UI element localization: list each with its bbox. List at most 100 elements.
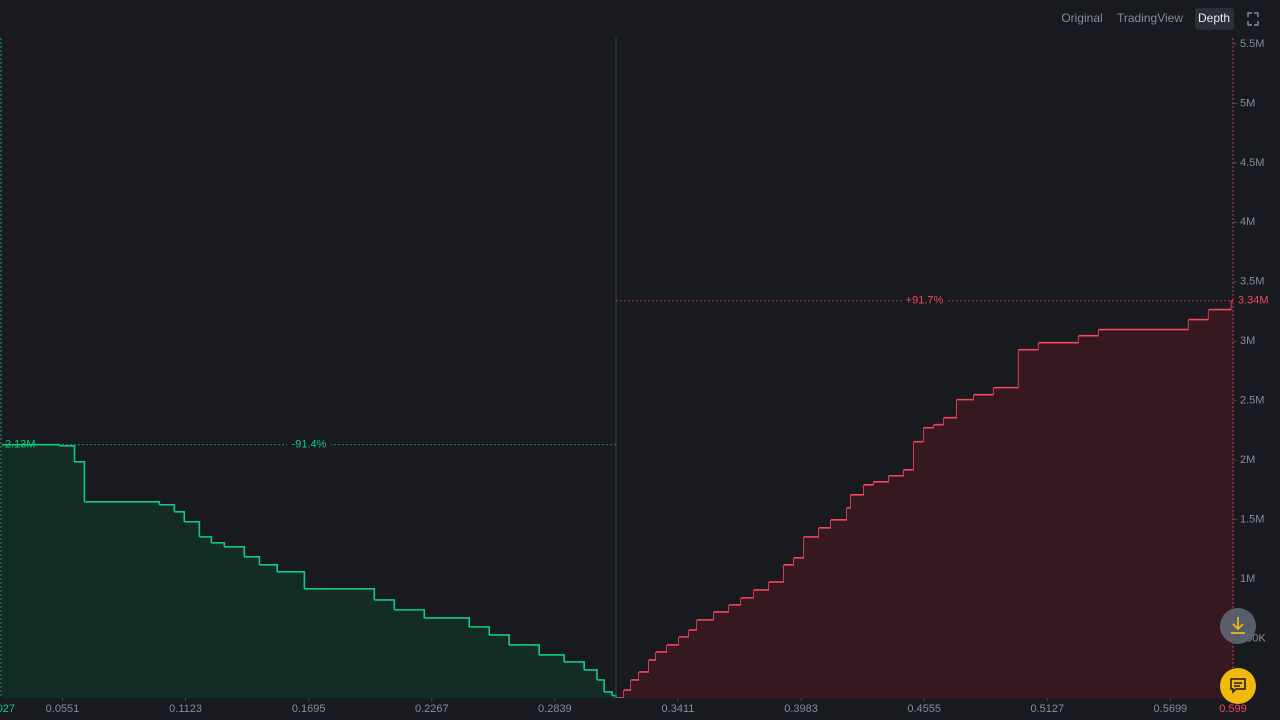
depth-step [846, 494, 852, 509]
peak-label-bg [1234, 293, 1274, 308]
x-tick-label: 0.1123 [169, 703, 202, 715]
depth-area [666, 644, 680, 698]
depth-area [2, 444, 60, 698]
depth-step [174, 510, 186, 522]
depth-step [728, 597, 742, 606]
x-axis-bg [0, 698, 1280, 720]
depth-area [923, 427, 935, 698]
depth-area [793, 557, 805, 698]
active-tab[interactable]: Depth [1198, 11, 1230, 25]
depth-step [304, 588, 376, 600]
depth-area [304, 588, 375, 698]
y-tick-label: 3M [1240, 335, 1255, 347]
depth-step [199, 536, 213, 543]
depth-step [769, 564, 785, 583]
depth-area [244, 556, 260, 698]
depth-step [224, 546, 246, 557]
fullscreen-icon[interactable] [1247, 12, 1259, 26]
depth-area [59, 445, 76, 698]
depth-step [933, 417, 945, 426]
depth-area [174, 511, 185, 698]
depth-step [656, 644, 668, 653]
depth-area [728, 604, 742, 698]
depth-step [539, 654, 565, 662]
depth-step [688, 619, 698, 631]
depth-area [933, 424, 945, 698]
depth-area [688, 629, 698, 698]
depth-area [489, 634, 510, 698]
depth-area [1208, 309, 1232, 698]
label-bg [902, 293, 947, 308]
depth-area [597, 679, 605, 698]
x-tick-label: 0.2267 [415, 703, 449, 715]
x-max-label: 0.599 [1219, 703, 1247, 715]
depth-area [873, 481, 890, 698]
depth-step [374, 599, 396, 610]
depth-area [753, 589, 770, 698]
x-tick-label: 0.5127 [1030, 703, 1064, 715]
depth-area [818, 527, 832, 698]
depth-area [1078, 335, 1100, 698]
depth-area [888, 475, 905, 698]
depth-area [769, 581, 785, 698]
depth-area [1018, 349, 1040, 698]
x-tick-label: 0.2839 [538, 703, 572, 715]
depth-step [84, 500, 161, 505]
depth-step [584, 669, 598, 680]
depth-step [244, 556, 261, 565]
depth-step [277, 571, 306, 589]
download-icon [1231, 617, 1245, 634]
depth-area [846, 507, 852, 698]
depth-area [803, 536, 820, 698]
depth-area [850, 494, 865, 698]
x-tick-label: 0.0551 [46, 703, 80, 715]
x-tick-label: 0.3411 [662, 703, 695, 715]
depth-step [923, 424, 935, 429]
depth-step [469, 626, 491, 635]
depth-area [623, 690, 632, 698]
depth-step [993, 349, 1020, 389]
depth-area [863, 484, 875, 698]
depth-step [850, 484, 865, 496]
depth-area [1231, 300, 1234, 698]
x-min-label: 0.027 [0, 703, 15, 715]
x-tick-label: 0.4555 [907, 703, 941, 715]
depth-step [489, 634, 510, 645]
depth-area [199, 536, 212, 698]
depth-step [159, 503, 176, 512]
depth-area [903, 469, 915, 698]
depth-step [803, 527, 820, 538]
depth-step [211, 542, 226, 547]
tab[interactable]: Original [1061, 11, 1102, 25]
depth-area [277, 571, 305, 698]
x-tick-label: 0.5699 [1154, 703, 1188, 715]
y-tick-label: 4.5M [1240, 157, 1264, 169]
depth-step [783, 557, 795, 566]
y-tick-label: 5.5M [1240, 38, 1264, 50]
tab[interactable]: TradingView [1117, 11, 1183, 25]
depth-area [696, 619, 715, 698]
depth-area [830, 519, 848, 698]
y-tick-label: 4M [1240, 216, 1255, 228]
y-tick-label: 1M [1240, 573, 1255, 585]
depth-area [943, 417, 958, 698]
chat-icon [1230, 678, 1246, 694]
depth-area [374, 599, 395, 698]
y-tick-label: 2.5M [1240, 395, 1264, 407]
depth-area [679, 636, 690, 698]
depth-step [394, 609, 426, 618]
depth-step [597, 679, 605, 692]
depth-step [74, 461, 86, 502]
depth-area [211, 542, 225, 698]
depth-area [84, 501, 160, 698]
peak-change: +91.7% [906, 295, 944, 307]
depth-area [993, 387, 1020, 698]
depth-area [741, 597, 755, 698]
depth-area [564, 661, 585, 698]
depth-step [623, 679, 632, 691]
depth-area [1188, 319, 1210, 698]
y-tick-label: 1.5M [1240, 514, 1264, 526]
depth-area [631, 679, 640, 698]
